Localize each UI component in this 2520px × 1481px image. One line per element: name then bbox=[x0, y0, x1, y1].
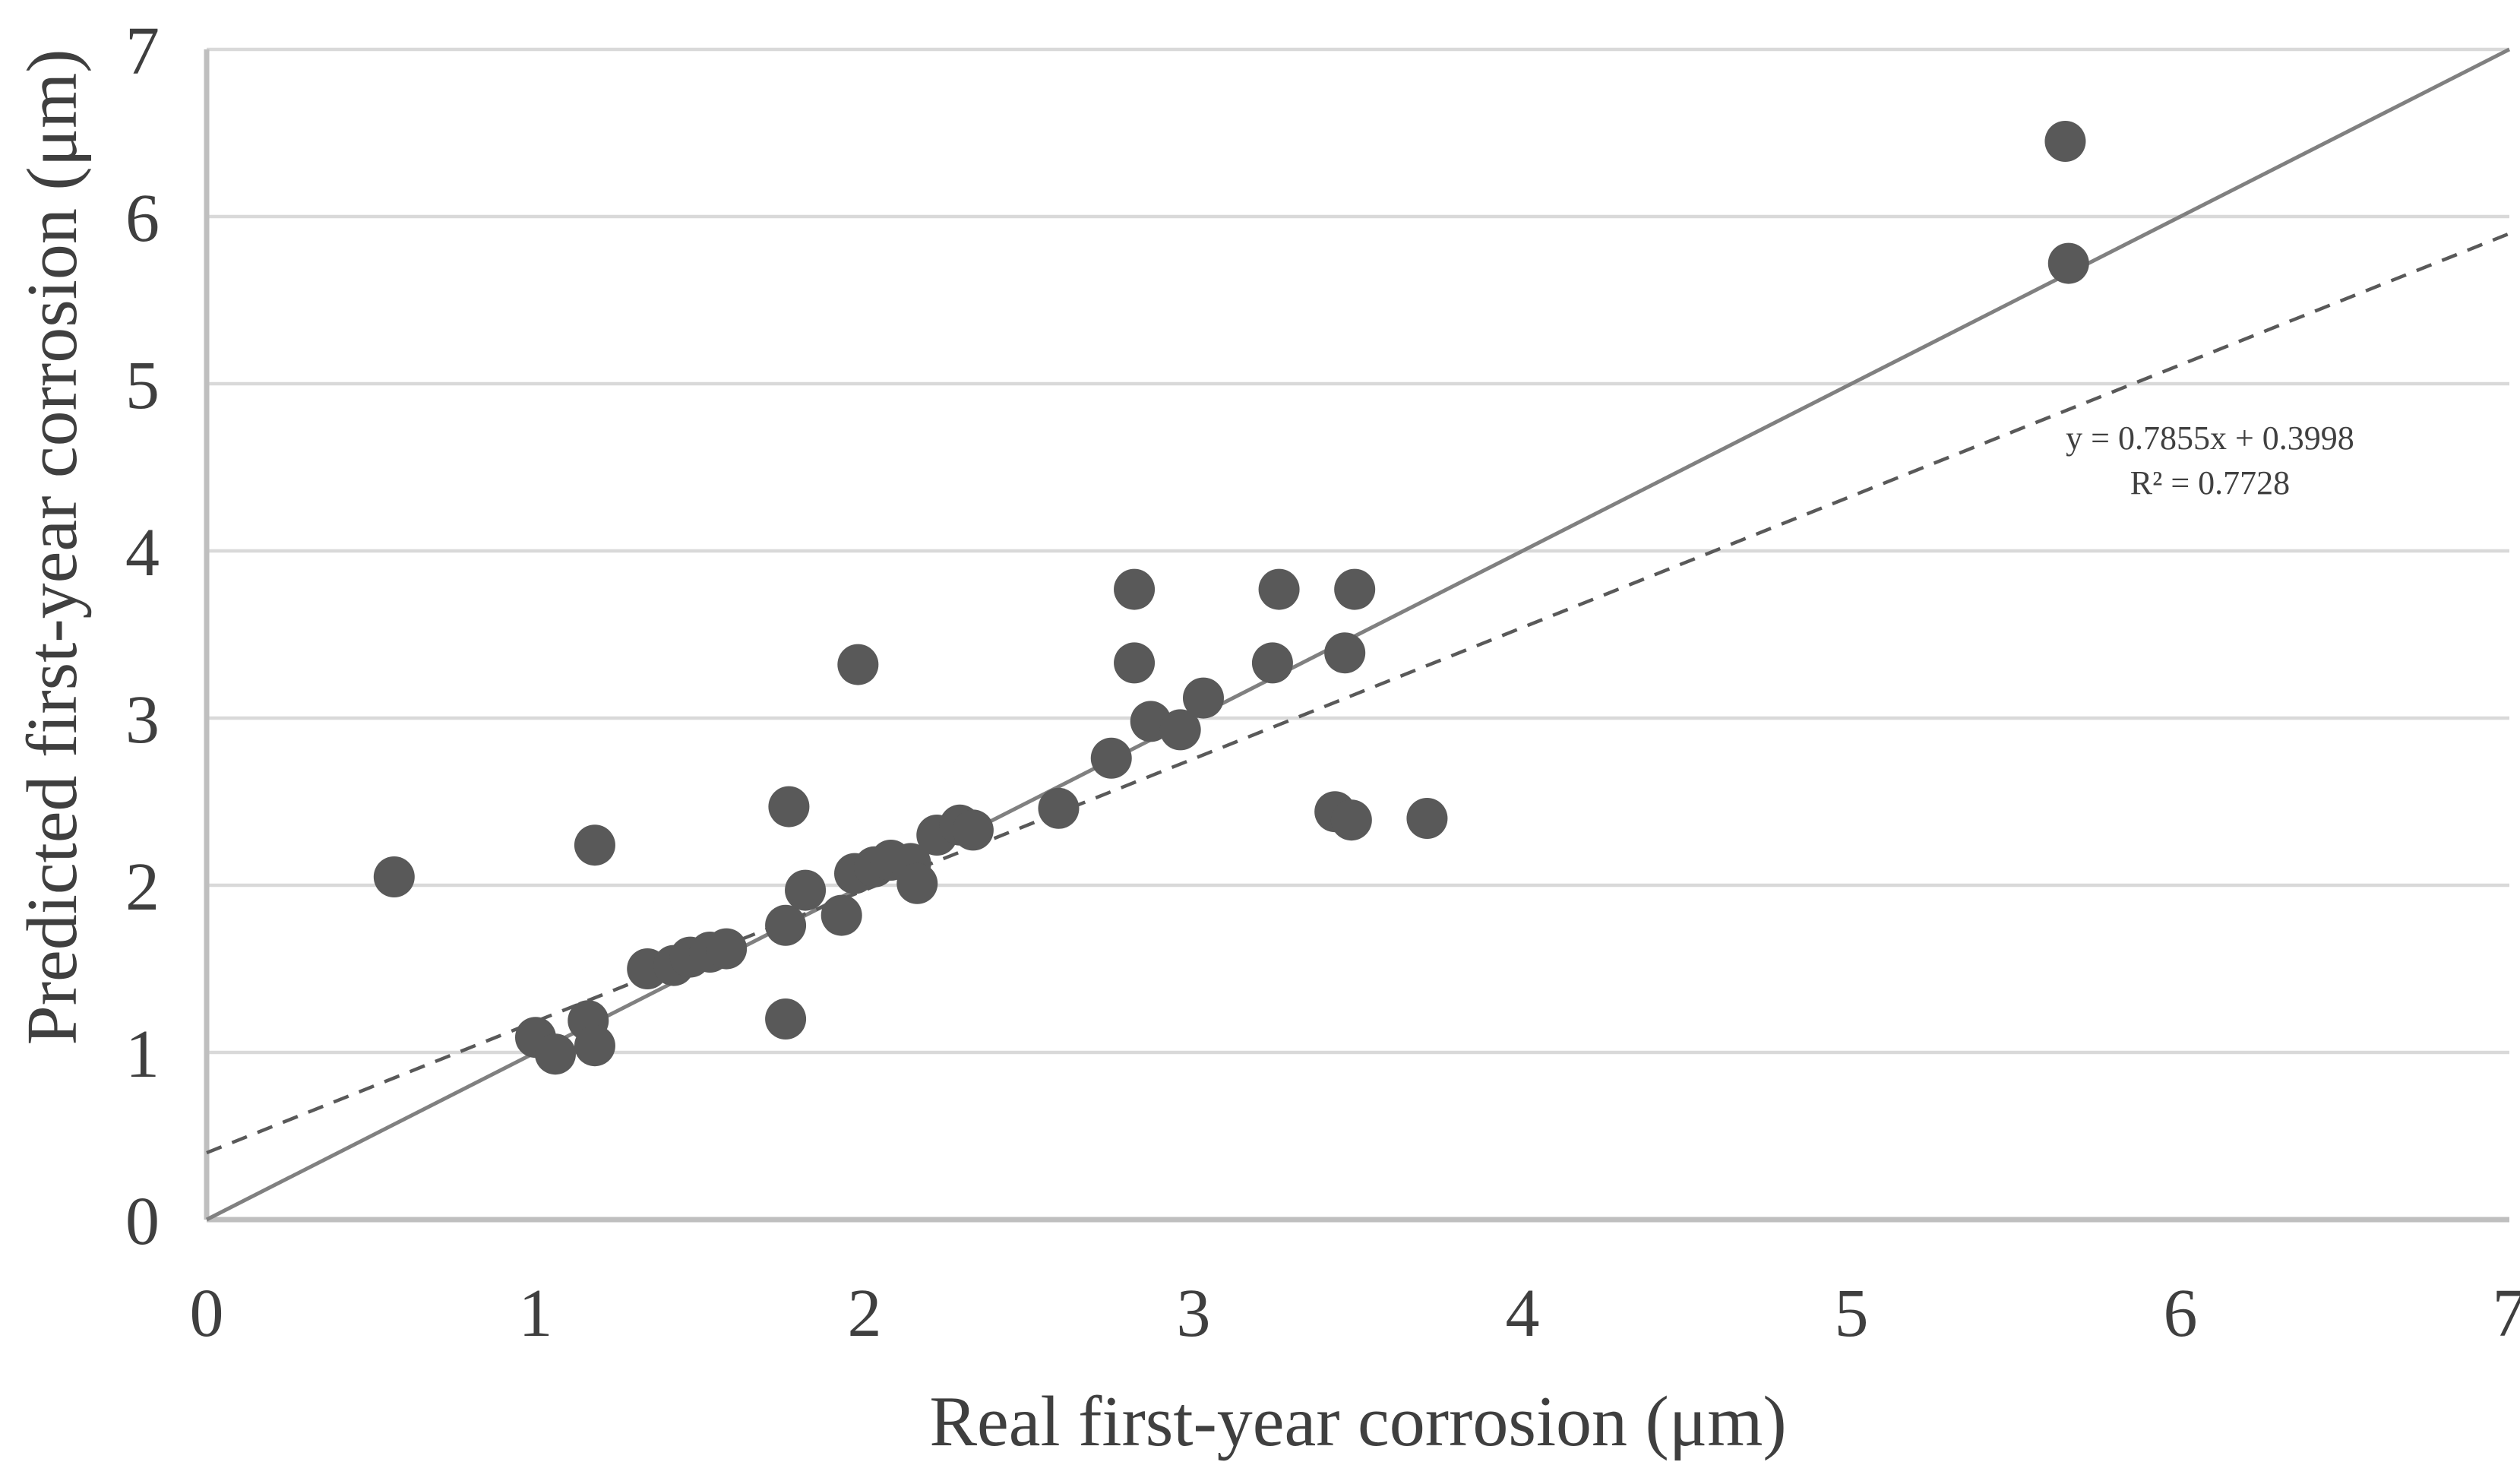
y-axis-tick-label-3: 3 bbox=[125, 682, 160, 758]
regression-trendline bbox=[206, 232, 2510, 1155]
scatter-point-5 bbox=[574, 1025, 615, 1067]
scatter-point-38 bbox=[1406, 798, 1448, 839]
y-axis-title: Predicted first-year corrosion (μm) bbox=[13, 49, 92, 1045]
x-axis-tick-label-7: 7 bbox=[2493, 1276, 2520, 1351]
y-tick-labels-group: 0 1 2 3 4 5 6 7 bbox=[125, 14, 160, 1259]
trendline-equation-text: y = 0.7855x + 0.3998 bbox=[2066, 419, 2354, 457]
scatter-point-15 bbox=[768, 786, 810, 828]
r-squared-text: R² = 0.7728 bbox=[2130, 464, 2290, 502]
x-axis-tick-label-4: 4 bbox=[1506, 1276, 1540, 1351]
scatter-point-0 bbox=[373, 856, 415, 897]
y-axis-tick-label-2: 2 bbox=[125, 850, 160, 925]
y-axis-tick-label-6: 6 bbox=[125, 181, 160, 256]
x-axis-title: Real first-year corrosion (μm) bbox=[929, 1382, 1786, 1461]
y-axis-tick-label-1: 1 bbox=[125, 1017, 160, 1092]
y-axis-tick-label-5: 5 bbox=[125, 348, 160, 423]
scatter-point-26 bbox=[1090, 737, 1132, 779]
y-axis-tick-label-7: 7 bbox=[125, 14, 160, 89]
scatter-point-24 bbox=[952, 809, 994, 851]
scatter-point-3 bbox=[534, 1033, 576, 1075]
scatter-point-37 bbox=[1330, 799, 1372, 841]
scatter-point-34 bbox=[1324, 632, 1366, 674]
scatter-points-group bbox=[373, 121, 2089, 1075]
scatter-point-10 bbox=[706, 928, 748, 970]
x-axis-tick-label-5: 5 bbox=[1835, 1276, 1869, 1351]
gridlines-group bbox=[207, 47, 2509, 1055]
scatter-point-25 bbox=[1038, 787, 1080, 829]
scatter-point-30 bbox=[1114, 642, 1156, 684]
x-axis-tick-label-6: 6 bbox=[2164, 1276, 2198, 1351]
y-axis-tick-label-4: 4 bbox=[125, 515, 160, 590]
scatter-point-28 bbox=[1159, 709, 1201, 751]
scatter-point-21 bbox=[896, 862, 938, 904]
scatter-point-1 bbox=[574, 824, 615, 866]
scatter-point-11 bbox=[765, 998, 807, 1040]
x-axis-tick-label-0: 0 bbox=[190, 1276, 224, 1351]
scatter-point-39 bbox=[2044, 121, 2086, 162]
x-axis-tick-label-1: 1 bbox=[519, 1276, 553, 1351]
x-axis-tick-label-2: 2 bbox=[848, 1276, 882, 1351]
y-axis-tick-label-0: 0 bbox=[125, 1184, 160, 1259]
scatter-point-13 bbox=[785, 869, 827, 911]
scatter-point-12 bbox=[765, 904, 807, 946]
scatter-point-32 bbox=[1251, 642, 1293, 684]
scatter-point-16 bbox=[837, 644, 879, 685]
scatter-point-29 bbox=[1182, 677, 1224, 719]
scatter-point-40 bbox=[2047, 242, 2089, 284]
scatter-point-35 bbox=[1334, 568, 1376, 610]
scatter-point-14 bbox=[821, 894, 862, 936]
x-tick-labels-group: 0 1 2 3 4 5 6 7 bbox=[190, 1276, 2520, 1351]
x-axis-tick-label-3: 3 bbox=[1177, 1276, 1211, 1351]
scatter-point-33 bbox=[1258, 568, 1300, 610]
scatter-point-31 bbox=[1114, 568, 1156, 610]
